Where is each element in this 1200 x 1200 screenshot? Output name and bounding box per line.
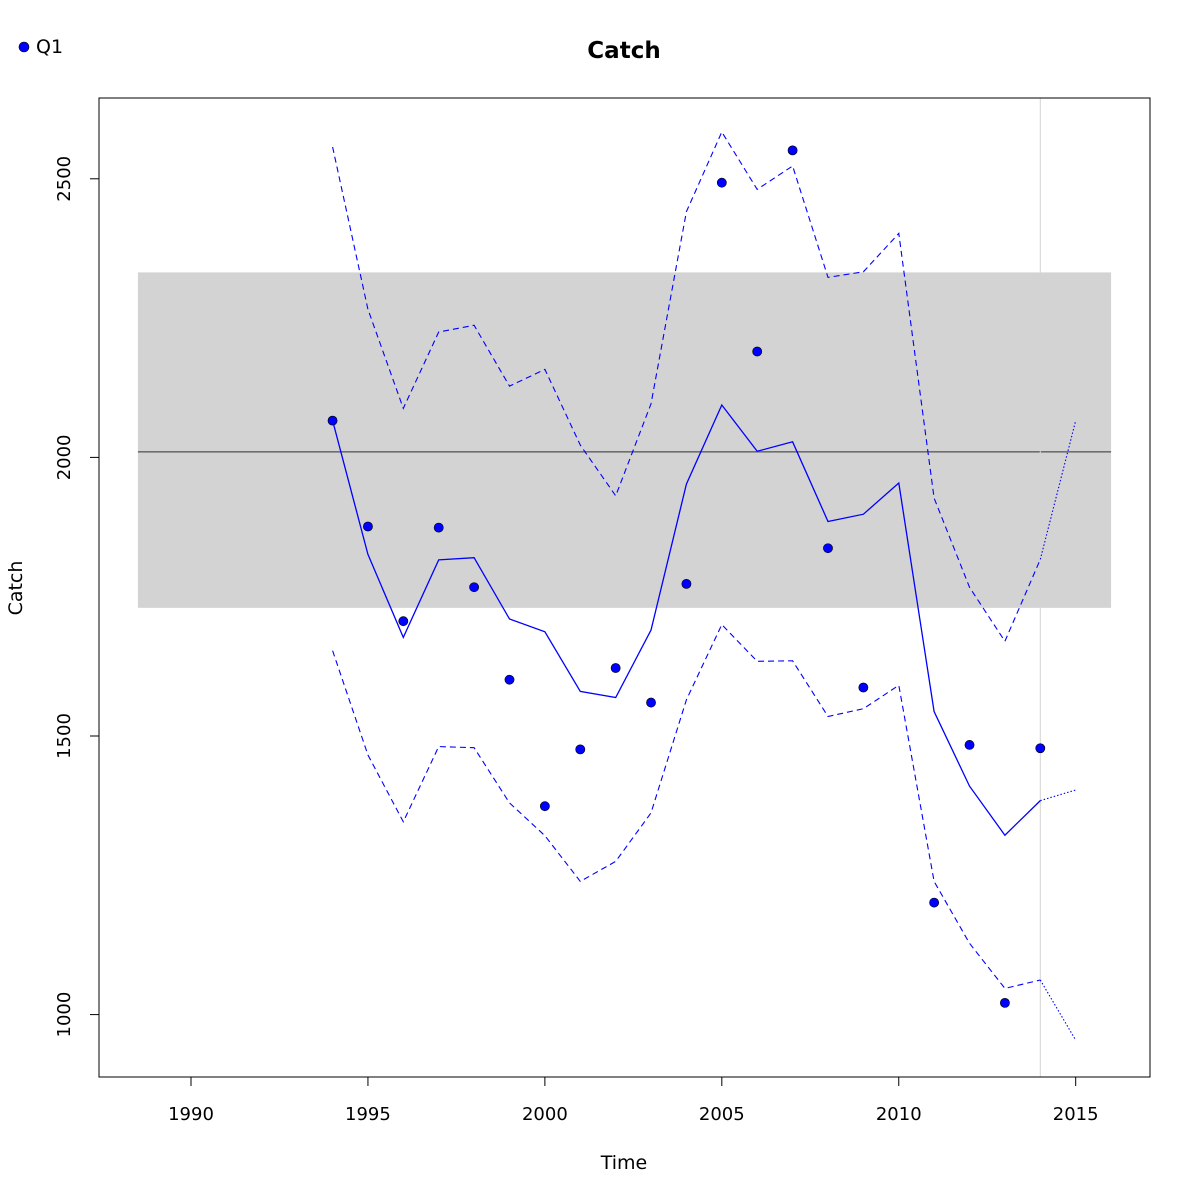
data-point xyxy=(363,521,373,532)
legend-label-q1: Q1 xyxy=(36,36,63,58)
y-tick-label: 2000 xyxy=(54,434,75,480)
data-point xyxy=(398,616,409,627)
confidence-band xyxy=(137,272,1112,608)
data-point xyxy=(433,522,444,533)
data-point xyxy=(681,578,692,589)
y-tick-label: 1000 xyxy=(54,992,75,1038)
points-layer xyxy=(327,145,1046,1008)
data-point xyxy=(1035,743,1046,754)
series-line-forecast-mean xyxy=(1040,789,1076,802)
x-tick-label: 2010 xyxy=(876,1104,922,1125)
series-line-upper xyxy=(332,130,1041,643)
y-tick-label: 1500 xyxy=(54,713,75,759)
data-point xyxy=(469,582,480,593)
series-layer xyxy=(331,130,1077,1041)
x-tick-label: 2015 xyxy=(1053,1104,1099,1125)
x-tick-label: 2000 xyxy=(522,1104,568,1125)
data-point xyxy=(752,346,763,357)
series-line-forecast-lower xyxy=(1039,979,1077,1041)
x-tick-label: 1990 xyxy=(168,1104,214,1125)
data-point xyxy=(964,740,975,750)
series-line-fitted xyxy=(331,403,1041,837)
data-point xyxy=(716,177,727,188)
reference-band-layer xyxy=(137,272,1112,608)
data-point xyxy=(504,674,515,685)
x-tick-label: 2005 xyxy=(699,1104,745,1125)
data-point xyxy=(646,697,656,708)
data-point xyxy=(539,801,550,812)
data-point xyxy=(929,897,940,908)
data-point xyxy=(787,145,798,156)
data-point xyxy=(575,744,586,755)
data-point xyxy=(610,663,621,673)
legend: Q1 xyxy=(18,36,63,58)
axes: 1990 1995 2000 2005 2010 2015 1000 1500 2000 2500 xyxy=(54,156,1099,1125)
data-point xyxy=(1000,997,1010,1008)
data-point xyxy=(823,543,833,554)
chart-title: Catch xyxy=(587,38,660,64)
legend-marker-q1 xyxy=(18,41,30,53)
data-point xyxy=(858,682,869,693)
series-line-lower xyxy=(332,623,1041,990)
x-axis-label: Time xyxy=(600,1152,648,1174)
y-axis-label: Catch xyxy=(5,561,27,616)
reference-lines-layer xyxy=(137,98,1112,1077)
y-tick-label: 2500 xyxy=(54,156,75,202)
data-point xyxy=(327,415,338,426)
series-line-forecast-upper xyxy=(1039,420,1077,560)
x-tick-label: 1995 xyxy=(345,1104,391,1125)
